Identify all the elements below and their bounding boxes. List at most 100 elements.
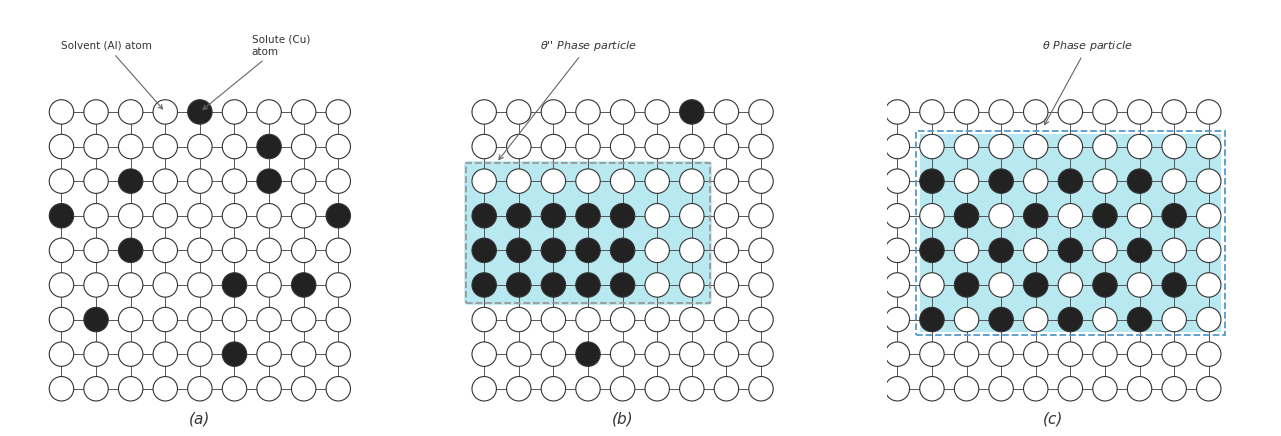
Circle shape (327, 377, 351, 401)
Circle shape (541, 204, 566, 228)
Circle shape (575, 134, 601, 159)
Circle shape (541, 100, 566, 124)
Circle shape (257, 273, 282, 297)
Circle shape (1127, 134, 1152, 159)
Circle shape (152, 238, 178, 262)
Circle shape (715, 307, 739, 332)
Circle shape (1024, 307, 1048, 332)
Circle shape (223, 307, 247, 332)
Circle shape (1093, 204, 1117, 228)
Circle shape (541, 377, 566, 401)
Circle shape (327, 100, 351, 124)
Circle shape (1093, 100, 1117, 124)
Circle shape (1127, 273, 1152, 297)
Circle shape (1196, 342, 1221, 366)
Circle shape (152, 342, 178, 366)
Circle shape (257, 169, 282, 193)
Circle shape (989, 342, 1013, 366)
Circle shape (471, 238, 497, 262)
Circle shape (575, 238, 601, 262)
Circle shape (506, 342, 532, 366)
Circle shape (920, 238, 944, 262)
Circle shape (1093, 238, 1117, 262)
Circle shape (920, 307, 944, 332)
Circle shape (83, 273, 109, 297)
Circle shape (118, 169, 143, 193)
Circle shape (471, 342, 497, 366)
Circle shape (1024, 204, 1048, 228)
Circle shape (749, 307, 774, 332)
Circle shape (680, 204, 705, 228)
Circle shape (327, 204, 351, 228)
Circle shape (1058, 238, 1082, 262)
Text: $\theta$ Phase particle: $\theta$ Phase particle (1043, 39, 1132, 125)
Circle shape (223, 238, 247, 262)
Circle shape (1162, 204, 1186, 228)
Circle shape (610, 307, 635, 332)
Circle shape (885, 377, 910, 401)
Circle shape (715, 204, 739, 228)
Text: (c): (c) (1043, 411, 1063, 426)
Circle shape (646, 169, 670, 193)
Circle shape (1024, 238, 1048, 262)
Text: (a): (a) (190, 411, 210, 426)
Circle shape (541, 342, 566, 366)
Circle shape (223, 204, 247, 228)
Circle shape (749, 273, 774, 297)
Circle shape (187, 134, 213, 159)
Circle shape (989, 273, 1013, 297)
Circle shape (118, 204, 143, 228)
Circle shape (954, 204, 979, 228)
Circle shape (680, 134, 705, 159)
Circle shape (1127, 342, 1152, 366)
Circle shape (292, 169, 316, 193)
Circle shape (954, 238, 979, 262)
Circle shape (152, 377, 178, 401)
Circle shape (541, 307, 566, 332)
Circle shape (187, 377, 213, 401)
Circle shape (327, 169, 351, 193)
Circle shape (989, 100, 1013, 124)
Circle shape (257, 307, 282, 332)
Circle shape (715, 342, 739, 366)
Circle shape (49, 100, 74, 124)
Circle shape (187, 238, 213, 262)
Circle shape (118, 273, 143, 297)
Circle shape (989, 238, 1013, 262)
Circle shape (885, 134, 910, 159)
Circle shape (223, 100, 247, 124)
Circle shape (1196, 134, 1221, 159)
Text: $\theta$'' Phase particle: $\theta$'' Phase particle (498, 39, 637, 160)
Circle shape (257, 134, 282, 159)
Circle shape (471, 169, 497, 193)
Circle shape (223, 377, 247, 401)
Circle shape (327, 342, 351, 366)
Circle shape (187, 204, 213, 228)
Circle shape (954, 377, 979, 401)
Circle shape (292, 342, 316, 366)
Circle shape (49, 134, 74, 159)
Circle shape (223, 169, 247, 193)
Circle shape (680, 307, 705, 332)
Circle shape (715, 100, 739, 124)
Circle shape (83, 238, 109, 262)
Circle shape (118, 238, 143, 262)
Circle shape (954, 273, 979, 297)
Circle shape (1024, 169, 1048, 193)
Circle shape (327, 134, 351, 159)
Circle shape (646, 204, 670, 228)
Circle shape (506, 100, 532, 124)
Circle shape (680, 342, 705, 366)
Circle shape (885, 273, 910, 297)
Circle shape (506, 377, 532, 401)
Circle shape (152, 273, 178, 297)
Circle shape (292, 100, 316, 124)
Circle shape (541, 134, 566, 159)
Circle shape (471, 307, 497, 332)
Circle shape (885, 342, 910, 366)
Circle shape (1058, 307, 1082, 332)
Circle shape (989, 307, 1013, 332)
Circle shape (506, 169, 532, 193)
Circle shape (327, 273, 351, 297)
Circle shape (49, 273, 74, 297)
